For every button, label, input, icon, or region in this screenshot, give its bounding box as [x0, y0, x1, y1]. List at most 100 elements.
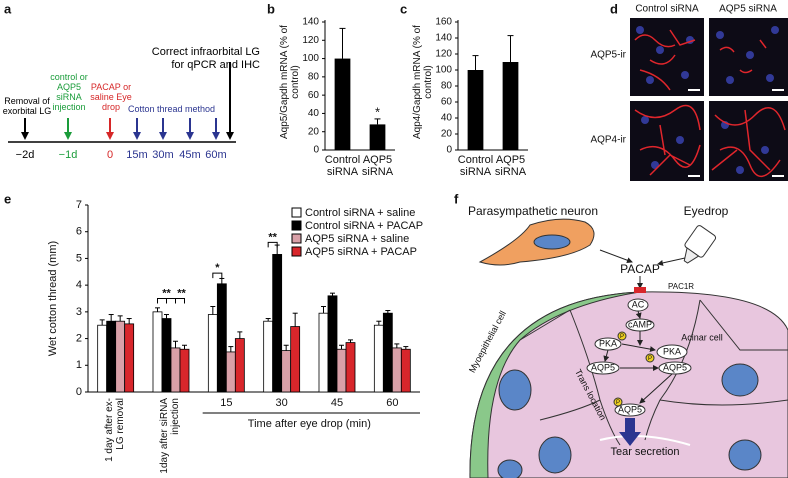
y-tick-label: 100 [302, 53, 319, 64]
panel-letter: c [400, 1, 407, 16]
x-axis-label: Time after eye drop (min) [248, 418, 371, 430]
phospho-label: P [620, 334, 624, 340]
timeline-tick-label: −2d [16, 149, 35, 161]
significance: ** [177, 287, 186, 299]
panel-letter: a [4, 1, 12, 16]
diagram-label: Parasympathetic neuron [468, 204, 598, 218]
bar [263, 320, 274, 393]
legend-swatch [291, 207, 302, 218]
y-axis-label: Wet cotton thread (mm) [47, 240, 59, 357]
row-label: AQP5-ir [590, 50, 626, 61]
x-tick-label: AQP5 siRNA [361, 154, 394, 178]
legend-label: Control siRNA + PACAP [305, 220, 423, 232]
y-tick-label: 20 [441, 129, 453, 140]
x-tick-label: Control siRNA [457, 154, 494, 178]
timeline-tick-label: −1d [59, 149, 78, 161]
timeline-arrowhead [133, 132, 141, 140]
y-axis-label: Aqp5/Gapdh mRNA (% of control) [279, 25, 301, 139]
y-tick-label: 2 [76, 332, 82, 344]
significance-bracket [212, 272, 223, 279]
bar [502, 62, 519, 150]
bar [336, 348, 347, 393]
x-tick-label: 1day after siRNA injection [159, 398, 181, 474]
panel-letter: e [4, 191, 11, 206]
timeline-arrowhead [212, 132, 220, 140]
image [630, 101, 704, 181]
y-tick-label: 80 [308, 71, 320, 82]
significance: ** [162, 287, 171, 299]
timeline-label: PACAP or saline Eye drop [90, 82, 132, 112]
significance-bracket [166, 298, 185, 304]
x-tick-label: 15 [220, 397, 232, 409]
timeline-arrowhead [159, 132, 167, 140]
bar [97, 324, 108, 393]
bar [161, 318, 172, 393]
phospho-label: P [648, 356, 652, 362]
y-axis-label: Aqp4/Gapdh mRNA (% of control) [412, 25, 434, 139]
bar [272, 254, 283, 393]
y-tick-label: 7 [76, 199, 82, 211]
bar [281, 350, 292, 393]
x-tick-label: 45 [331, 397, 343, 409]
diagram-label: Eyedrop [684, 204, 729, 218]
timeline-label: control or AQP5 siRNA injection [50, 72, 88, 112]
timeline-label: Correct infraorbital LG for qPCR and IHC [151, 46, 260, 71]
x-tick-label: AQP5 siRNA [494, 154, 527, 178]
y-tick-label: 40 [308, 108, 320, 119]
diagram-label: AQP5 [663, 362, 687, 372]
diagram-label: AC [632, 299, 645, 309]
y-tick-label: 60 [441, 97, 453, 108]
timeline-arrowhead [186, 132, 194, 140]
y-tick-label: 80 [441, 81, 453, 92]
diagram-label: PACAP [620, 262, 660, 276]
phospho-label: P [616, 400, 620, 406]
bar [170, 347, 181, 393]
y-tick-label: 0 [446, 145, 452, 156]
x-tick-label: 1 day after ex-LG removal [103, 398, 126, 462]
timeline-arrowhead [64, 132, 72, 140]
y-tick-label: 4 [76, 279, 82, 291]
y-tick-label: 1 [76, 359, 82, 371]
panel-letter: d [610, 1, 618, 16]
y-tick-label: 0 [313, 145, 319, 156]
y-tick-label: 140 [435, 33, 452, 44]
timeline-arrowhead [21, 132, 29, 140]
legend-label: Control siRNA + saline [305, 207, 415, 219]
timeline-tick-label: 15m [126, 149, 147, 161]
bar [334, 58, 351, 151]
bar [216, 283, 227, 393]
timeline-arrowhead [106, 132, 114, 140]
diagram-label: PAC1R [668, 282, 694, 291]
y-tick-label: 160 [435, 17, 452, 28]
y-tick-label: 120 [302, 35, 319, 46]
bar [327, 295, 338, 393]
diagram-label: cAMP [628, 319, 652, 329]
bar [115, 320, 126, 393]
bar [152, 311, 163, 393]
x-tick-label: 60 [386, 397, 398, 409]
y-tick-label: 5 [76, 252, 82, 264]
timeline-arrowhead [226, 132, 234, 140]
significance: * [215, 262, 220, 274]
timeline-tick-label: 30m [152, 149, 173, 161]
bar [369, 124, 386, 150]
bar [318, 312, 329, 393]
bar [382, 312, 393, 393]
diagram-label: AQP5 [618, 404, 642, 414]
timeline-tick-label: 0 [107, 149, 113, 161]
bar [106, 320, 117, 393]
panel-letter: f [454, 191, 459, 206]
bar [234, 338, 245, 393]
y-tick-label: 3 [76, 306, 82, 318]
x-tick-label: 30 [276, 397, 288, 409]
micrographs [630, 18, 788, 181]
myoepithelial-cell [469, 291, 641, 478]
y-tick-label: 20 [308, 126, 320, 137]
column-label: AQP5 siRNA [719, 4, 777, 15]
legend-swatch [291, 233, 302, 244]
bar [345, 342, 356, 393]
timeline-tick-label: 45m [179, 149, 200, 161]
diagram-shapes [469, 218, 788, 478]
